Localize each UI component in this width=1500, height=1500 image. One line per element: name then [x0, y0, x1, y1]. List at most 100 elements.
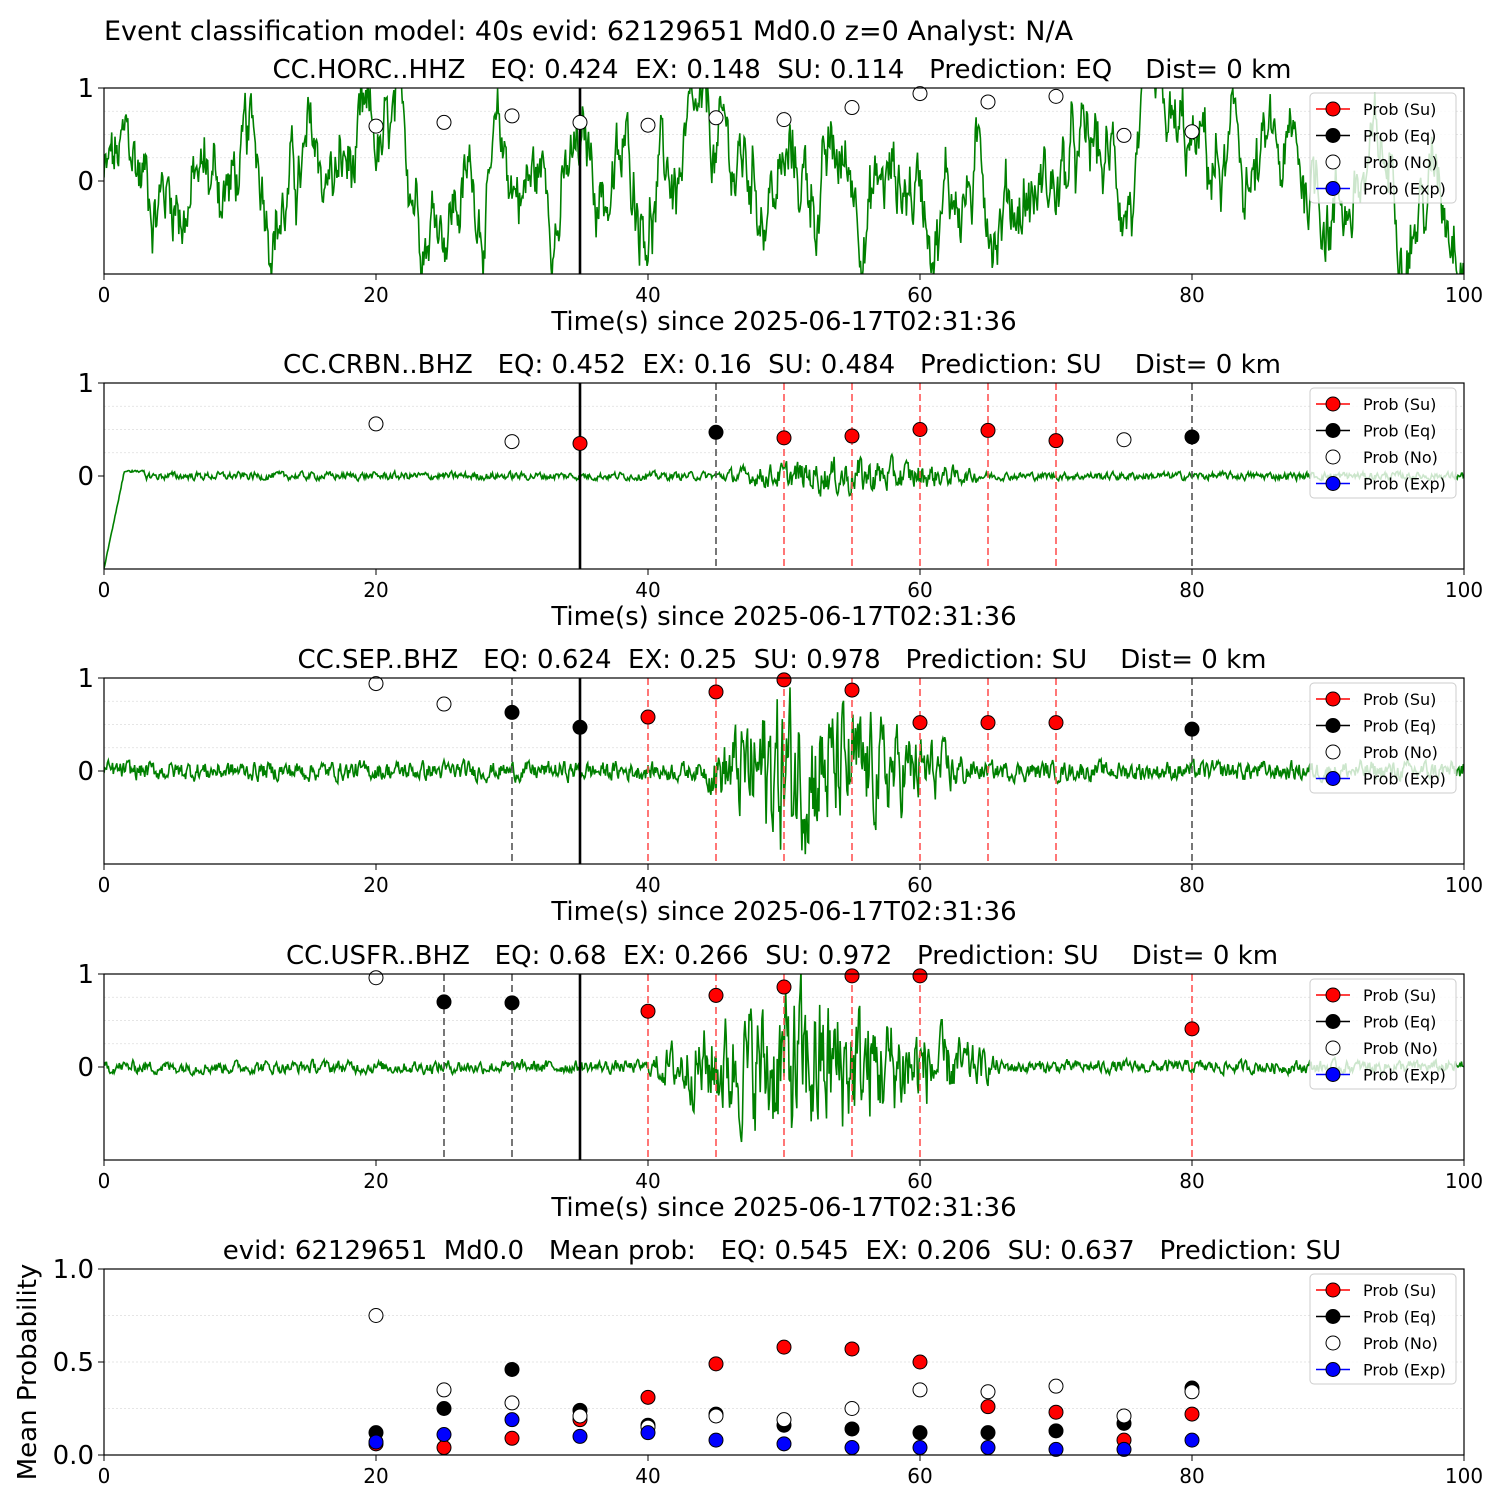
prob-point-no [572, 114, 588, 130]
x-tick-label: 60 [907, 283, 932, 307]
legend-label: Prob (Exp) [1363, 770, 1446, 789]
legend: Prob (Su) Prob (Eq) Prob (No) Prob (Exp) [1309, 387, 1457, 499]
prob-point-no [504, 1395, 520, 1411]
x-tick-label: 80 [1179, 283, 1204, 307]
plot-area [104, 974, 1464, 1160]
legend-label: Prob (No) [1363, 743, 1438, 762]
prob-point-exp [844, 1440, 860, 1456]
prob-point-no [368, 1308, 384, 1323]
legend: Prob (Su) Prob (Eq) Prob (No) Prob (Exp) [1309, 1273, 1457, 1385]
panel-title: CC.SEP..BHZ EQ: 0.624 EX: 0.25 SU: 0.978… [297, 645, 1266, 675]
panel-4: 0 20 40 60 80 100 1 0 CC.USFR..BHZ EQ: 0.68 EX: … [77, 941, 1483, 1223]
legend-marker-no [1325, 449, 1341, 465]
prob-point-no [708, 110, 724, 126]
prob-point-no [368, 676, 384, 692]
legend-marker-no [1325, 154, 1341, 170]
y-tick-label: 0.0 [53, 1441, 94, 1471]
prob-point-no [368, 416, 384, 432]
prob-point-no [436, 1382, 452, 1398]
prob-point-su [436, 1440, 452, 1456]
x-tick-label: 40 [635, 578, 660, 602]
x-tick-label: 100 [1445, 873, 1483, 897]
x-tick-label: 40 [635, 283, 660, 307]
x-axis-label: Time(s) since 2025-06-17T02:31:36 [550, 1193, 1016, 1223]
x-axis-label: Time(s) since 2025-06-17T02:31:36 [550, 307, 1016, 337]
prob-point-no [1184, 1384, 1200, 1400]
legend-box [1309, 682, 1457, 794]
prob-point-su [844, 1341, 860, 1357]
prob-point-no [1184, 124, 1200, 140]
prob-point-no [844, 100, 860, 116]
y-tick-label: 1 [77, 74, 94, 104]
y-axis-label: Mean Probability [13, 1264, 43, 1481]
prob-point-eq [1184, 429, 1200, 445]
prob-point-eq [708, 424, 724, 440]
x-tick-label: 20 [363, 1169, 388, 1193]
prob-point-exp [640, 1425, 656, 1441]
prob-point-exp [1048, 1441, 1064, 1457]
legend-marker-exp [1325, 476, 1341, 491]
legend-marker-su [1325, 396, 1341, 412]
legend: Prob (Su) Prob (Eq) Prob (No) Prob (Exp) [1309, 92, 1457, 204]
prob-point-su [776, 430, 792, 446]
x-tick-label: 80 [1179, 1169, 1204, 1193]
x-tick-label: 40 [635, 873, 660, 897]
legend-label: Prob (No) [1363, 153, 1438, 172]
legend-label: Prob (Su) [1363, 100, 1436, 119]
prob-point-no [844, 1401, 860, 1416]
prob-point-su [912, 968, 928, 984]
y-tick-label: 1 [77, 369, 94, 399]
prob-point-su [912, 422, 928, 437]
x-tick-label: 20 [363, 283, 388, 307]
legend-marker-eq [1325, 1309, 1341, 1324]
prob-point-no [1116, 127, 1132, 143]
x-tick-label: 80 [1179, 578, 1204, 602]
legend-marker-exp [1325, 1362, 1341, 1377]
prob-point-su [776, 672, 792, 688]
x-tick-label: 80 [1179, 873, 1204, 897]
panel-title: CC.HORC..HHZ EQ: 0.424 EX: 0.148 SU: 0.1… [272, 55, 1291, 85]
prob-point-su [912, 715, 928, 731]
x-tick-label: 40 [635, 1169, 660, 1193]
panel-1: 0 20 40 60 80 100 1 0 CC.HORC..HHZ EQ: 0.424 EX:… [77, 55, 1483, 337]
legend-label: Prob (No) [1363, 1334, 1438, 1353]
prob-point-su [912, 1354, 928, 1370]
prob-point-su [1048, 1404, 1064, 1420]
prob-point-no [980, 94, 996, 110]
prob-point-no [1048, 1378, 1064, 1394]
prob-point-su [572, 435, 588, 451]
prob-point-no [912, 1382, 928, 1398]
prob-point-eq [980, 1425, 996, 1441]
prob-point-no [708, 1408, 724, 1424]
prob-point-su [980, 1399, 996, 1415]
x-tick-label: 0 [98, 283, 111, 307]
prob-point-no [912, 86, 928, 102]
x-axis-label: Time(s) since 2025-06-17T02:31:36 [550, 897, 1016, 927]
legend-label: Prob (Su) [1363, 986, 1436, 1005]
x-tick-label: 100 [1445, 283, 1483, 307]
prob-point-no [776, 1412, 792, 1428]
prob-point-no [436, 114, 452, 130]
prob-point-eq [504, 1361, 520, 1377]
x-tick-label: 60 [907, 1169, 932, 1193]
prob-point-exp [776, 1436, 792, 1452]
panels: 0 20 40 60 80 100 1 0 CC.HORC..HHZ EQ: 0.424 EX:… [13, 55, 1483, 1488]
legend: Prob (Su) Prob (Eq) Prob (No) Prob (Exp) [1309, 682, 1457, 794]
panel-5: 0 20 40 60 80 100 1.0 0.5 0.0 evid: 62129651 Md0.… [13, 1236, 1483, 1488]
prob-point-exp [572, 1428, 588, 1444]
prob-point-no [504, 434, 520, 450]
legend-label: Prob (Exp) [1363, 475, 1446, 494]
prob-point-su [640, 709, 656, 725]
plot-area [104, 383, 1464, 569]
legend-marker-su [1325, 691, 1341, 707]
prob-point-eq [504, 995, 520, 1011]
legend-box [1309, 387, 1457, 499]
prob-point-no [1116, 1408, 1132, 1424]
plot-area [104, 678, 1464, 864]
legend-marker-su [1325, 987, 1341, 1003]
legend-marker-no [1325, 744, 1341, 760]
panel-title: evid: 62129651 Md0.0 Mean prob: EQ: 0.54… [223, 1236, 1341, 1266]
legend-label: Prob (Su) [1363, 690, 1436, 709]
y-tick-label: 0 [77, 1053, 94, 1083]
